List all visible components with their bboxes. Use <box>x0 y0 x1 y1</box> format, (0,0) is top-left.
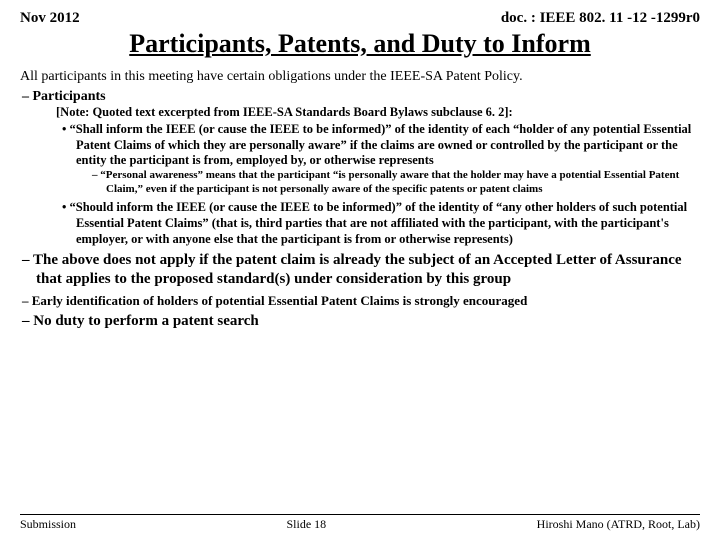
footer-right: Hiroshi Mano (ATRD, Root, Lab) <box>537 517 700 532</box>
footer-center: Slide 18 <box>287 517 327 532</box>
item-early-id: Early identification of holders of poten… <box>36 293 700 309</box>
personal-awareness-text: “Personal awareness” means that the part… <box>100 169 679 195</box>
page-title: Participants, Patents, and Duty to Infor… <box>20 29 700 59</box>
header-row: Nov 2012 doc. : IEEE 802. 11 -12 -1299r0 <box>20 10 700 27</box>
item-should-inform: “Should inform the IEEE (or cause the IE… <box>76 200 700 247</box>
item-not-apply: The above does not apply if the patent c… <box>36 251 700 289</box>
note-text: [Note: Quoted text excerpted from IEEE-S… <box>36 105 700 120</box>
bullet-list-level3: “Personal awareness” means that the part… <box>76 169 700 197</box>
should-inform-text: “Should inform the IEEE (or cause the IE… <box>70 200 688 245</box>
header-date: Nov 2012 <box>20 10 80 27</box>
item-no-duty: No duty to perform a patent search <box>36 313 700 330</box>
shall-inform-text: “Shall inform the IEEE (or cause the IEE… <box>70 122 692 167</box>
footer-row: Submission Slide 18 Hiroshi Mano (ATRD, … <box>20 514 700 532</box>
no-duty-text: No duty to perform a patent search <box>33 313 259 329</box>
bullet-list-level2: “Shall inform the IEEE (or cause the IEE… <box>36 122 700 247</box>
intro-text: All participants in this meeting have ce… <box>20 69 700 85</box>
header-doc: doc. : IEEE 802. 11 -12 -1299r0 <box>501 10 700 27</box>
item-shall-inform: “Shall inform the IEEE (or cause the IEE… <box>76 122 700 196</box>
not-apply-text: The above does not apply if the patent c… <box>33 252 682 287</box>
item-personal-awareness: “Personal awareness” means that the part… <box>106 169 700 197</box>
participants-label: Participants <box>33 89 106 104</box>
early-id-text: Early identification of holders of poten… <box>32 293 528 308</box>
footer-left: Submission <box>20 517 76 532</box>
bullet-list-level1: Participants [Note: Quoted text excerpte… <box>20 89 700 330</box>
item-participants: Participants [Note: Quoted text excerpte… <box>36 89 700 247</box>
